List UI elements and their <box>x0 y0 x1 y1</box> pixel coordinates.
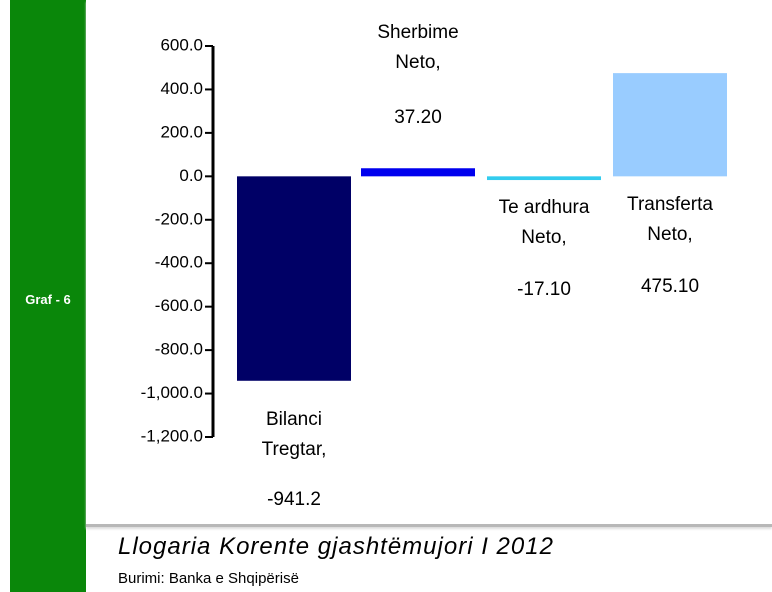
y-tick-label: -400.0 <box>155 253 203 272</box>
y-tick-label: 400.0 <box>160 79 203 98</box>
category-label: Te ardhura Neto, <box>498 197 590 248</box>
bar <box>361 168 475 177</box>
category-label: Transferta Neto, <box>627 194 713 245</box>
bar <box>487 176 601 181</box>
data-label: 475.10 <box>640 276 700 297</box>
chart: 600.0 400.0 200.0 0.0 -200.0 -400.0 -600.0 -800… <box>141 35 727 445</box>
y-tick-label: -600.0 <box>155 296 203 315</box>
data-label: -17.10 <box>517 279 571 300</box>
bar <box>613 73 727 177</box>
y-tick-label: -1,200.0 <box>141 426 203 445</box>
y-tick-label: -200.0 <box>155 209 203 228</box>
side-bar <box>10 0 86 592</box>
category-label: Bilanci Tregtar, <box>261 409 327 460</box>
category-label: Sherbime Neto, <box>377 22 459 73</box>
data-label: 37.20 <box>394 107 442 128</box>
y-tick-label: 600.0 <box>160 35 203 54</box>
bar <box>237 176 351 381</box>
data-label: -941.2 <box>267 489 321 510</box>
chart-title: Llogaria Korente gjashtëmujori I 2012 <box>118 533 554 560</box>
side-label: Graf - 6 <box>25 292 71 307</box>
y-tick-label: -1,000.0 <box>141 383 203 402</box>
y-tick-label: 200.0 <box>160 122 203 141</box>
source: Burimi: Banka e Shqipërisë <box>118 570 299 587</box>
y-tick-label: -800.0 <box>155 340 203 359</box>
y-tick-label: 0.0 <box>179 166 203 185</box>
